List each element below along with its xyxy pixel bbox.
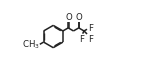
Text: F: F: [80, 35, 84, 44]
Text: O: O: [65, 13, 72, 22]
Text: CH$_3$: CH$_3$: [22, 38, 39, 51]
Text: F: F: [88, 35, 93, 44]
Text: O: O: [76, 13, 82, 22]
Text: F: F: [88, 24, 93, 33]
